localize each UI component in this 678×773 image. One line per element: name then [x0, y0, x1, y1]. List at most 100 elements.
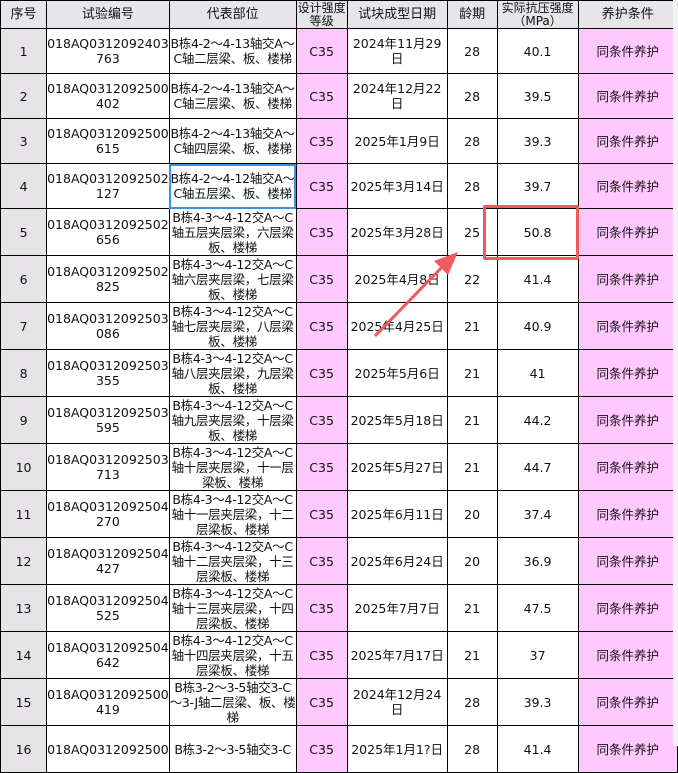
- cell-strength[interactable]: 44.2: [496, 396, 579, 444]
- cell-test-id[interactable]: 018AQ0312092502 127: [46, 163, 170, 209]
- cell-age[interactable]: 21: [446, 349, 498, 397]
- cell-design-grade[interactable]: C35: [295, 163, 348, 209]
- cell-row-number[interactable]: 13: [0, 584, 48, 632]
- cell-curing-condition[interactable]: 同条件养护: [577, 302, 678, 350]
- cell-age[interactable]: 28: [446, 73, 498, 119]
- cell-test-id[interactable]: 018AQ0312092502 656: [46, 208, 170, 256]
- cell-location[interactable]: B栋4-3～4-12交A～C轴九层夹层梁，十层梁板、楼梯: [168, 396, 297, 444]
- cell-location[interactable]: B栋4-3～4-12交A～C轴十三层夹层梁，十四层梁板、楼梯: [168, 584, 297, 632]
- cell-design-grade[interactable]: C35: [295, 396, 348, 444]
- cell-cast-date[interactable]: 2025年7月17日: [346, 631, 448, 679]
- cell-age[interactable]: 21: [446, 584, 498, 632]
- cell-curing-condition[interactable]: 同条件养护: [577, 73, 678, 119]
- cell-cast-date[interactable]: 2025年5月6日: [346, 349, 448, 397]
- cell-location[interactable]: B栋4-3～4-12交A～C轴十二层夹层梁，十三层梁板、楼梯: [168, 537, 297, 585]
- cell-test-id[interactable]: 018AQ0312092500 419: [46, 678, 170, 726]
- cell-row-number[interactable]: 3: [0, 118, 48, 164]
- cell-curing-condition[interactable]: 同条件养护: [577, 208, 678, 256]
- cell-design-grade[interactable]: C35: [295, 678, 348, 726]
- cell-design-grade[interactable]: C35: [295, 118, 348, 164]
- cell-curing-condition[interactable]: 同条件养护: [577, 584, 678, 632]
- cell-test-id[interactable]: 018AQ0312092500 402: [46, 73, 170, 119]
- cell-curing-condition[interactable]: 同条件养护: [577, 118, 678, 164]
- header-strength[interactable]: 实际抗压强度（MPa）: [496, 0, 579, 29]
- cell-cast-date[interactable]: 2024年12月24日: [346, 678, 448, 726]
- cell-curing-condition[interactable]: 同条件养护: [577, 537, 678, 585]
- cell-age[interactable]: 20: [446, 537, 498, 585]
- cell-design-grade[interactable]: C35: [295, 631, 348, 679]
- cell-test-id[interactable]: 018AQ0312092503 713: [46, 443, 170, 491]
- cell-strength[interactable]: 39.5: [496, 73, 579, 119]
- header-no[interactable]: 序号: [0, 0, 48, 29]
- cell-row-number[interactable]: 10: [0, 443, 48, 491]
- cell-location[interactable]: B栋4-3～4-12交A～C轴八层夹层梁，九层梁板、楼梯: [168, 349, 297, 397]
- cell-row-number[interactable]: 12: [0, 537, 48, 585]
- cell-location[interactable]: B栋4-3～4-12交A～C轴五层夹层梁，六层梁板、楼梯: [168, 208, 297, 256]
- cell-strength[interactable]: 37.4: [496, 490, 579, 538]
- cell-row-number[interactable]: 8: [0, 349, 48, 397]
- header-design-grade[interactable]: 设计强度等级: [295, 0, 348, 29]
- cell-strength[interactable]: 47.5: [496, 584, 579, 632]
- cell-cast-date[interactable]: 2025年5月27日: [346, 443, 448, 491]
- cell-design-grade[interactable]: C35: [295, 28, 348, 74]
- cell-cast-date[interactable]: 2025年5月18日: [346, 396, 448, 444]
- cell-strength[interactable]: 36.9: [496, 537, 579, 585]
- cell-row-number[interactable]: 9: [0, 396, 48, 444]
- cell-age[interactable]: 21: [446, 396, 498, 444]
- cell-curing-condition[interactable]: 同条件养护: [577, 678, 678, 726]
- cell-cast-date[interactable]: 2025年4月25日: [346, 302, 448, 350]
- cell-row-number[interactable]: 7: [0, 302, 48, 350]
- cell-row-number[interactable]: 1: [0, 28, 48, 74]
- cell-strength[interactable]: 44.7: [496, 443, 579, 491]
- cell-design-grade[interactable]: C35: [295, 537, 348, 585]
- cell-cast-date[interactable]: 2025年3月28日: [346, 208, 448, 256]
- cell-age[interactable]: 28: [446, 678, 498, 726]
- cell-age[interactable]: 28: [446, 118, 498, 164]
- cell-curing-condition[interactable]: 同条件养护: [577, 631, 678, 679]
- cell-design-grade[interactable]: C35: [295, 443, 348, 491]
- cell-location[interactable]: B栋4-3～4-12交A～C轴十层夹层梁，十一层梁板、楼梯: [168, 443, 297, 491]
- cell-age[interactable]: 21: [446, 302, 498, 350]
- cell-cast-date[interactable]: 2025年6月24日: [346, 537, 448, 585]
- cell-design-grade[interactable]: C35: [295, 302, 348, 350]
- cell-design-grade[interactable]: C35: [295, 208, 348, 256]
- cell-curing-condition[interactable]: 同条件养护: [577, 396, 678, 444]
- cell-curing-condition[interactable]: 同条件养护: [577, 163, 678, 209]
- cell-age[interactable]: 25: [446, 208, 498, 256]
- header-test-id[interactable]: 试验编号: [46, 0, 170, 29]
- cell-location[interactable]: B栋4-2～4-13轴交A～C轴二层梁、板、楼梯: [168, 28, 297, 74]
- cell-row-number[interactable]: 15: [0, 678, 48, 726]
- cell-strength[interactable]: 37: [496, 631, 579, 679]
- cell-curing-condition[interactable]: 同条件养护: [577, 28, 678, 74]
- cell-design-grade[interactable]: C35: [295, 255, 348, 303]
- cell-location[interactable]: B栋4-3～4-12交A～C轴十一层夹层梁，十二层梁板、楼梯: [168, 490, 297, 538]
- cell-test-id[interactable]: 018AQ0312092504 427: [46, 537, 170, 585]
- header-cast-date[interactable]: 试块成型日期: [346, 0, 448, 29]
- header-location[interactable]: 代表部位: [168, 0, 297, 29]
- cell-strength[interactable]: 41: [496, 349, 579, 397]
- cell-location[interactable]: B栋4-3～4-12交A～C轴十四层夹层梁，十五层梁板、楼梯: [168, 631, 297, 679]
- cell-strength[interactable]: 39.3: [496, 118, 579, 164]
- cell-cast-date[interactable]: 2025年7月7日: [346, 584, 448, 632]
- cell-test-id[interactable]: 018AQ0312092504 525: [46, 584, 170, 632]
- cell-test-id[interactable]: 018AQ0312092504 270: [46, 490, 170, 538]
- cell-curing-condition[interactable]: 同条件养护: [577, 443, 678, 491]
- cell-curing-condition[interactable]: 同条件养护: [577, 349, 678, 397]
- cell-age[interactable]: 28: [446, 163, 498, 209]
- cell-test-id[interactable]: 018AQ0312092502 825: [46, 255, 170, 303]
- cell-cast-date[interactable]: 2025年1月9日: [346, 118, 448, 164]
- cell-location[interactable]: B栋3-2～3-5轴交3-C～3-J轴二层梁、板、楼梯: [168, 678, 297, 726]
- cell-curing-condition[interactable]: 同条件养护: [577, 490, 678, 538]
- cell-strength[interactable]: 41.4: [496, 255, 579, 303]
- cell-age[interactable]: 21: [446, 631, 498, 679]
- cell-location[interactable]: B栋4-3～4-12交A～C轴七层夹层梁，八层梁板、楼梯: [168, 302, 297, 350]
- cell-design-grade[interactable]: C35: [295, 584, 348, 632]
- cell-strength[interactable]: 40.1: [496, 28, 579, 74]
- cell-design-grade[interactable]: C35: [295, 490, 348, 538]
- cell-strength[interactable]: 39.7: [496, 163, 579, 209]
- cell-row-number[interactable]: 2: [0, 73, 48, 119]
- cell-test-id[interactable]: 018AQ0312092503 595: [46, 396, 170, 444]
- cell-age[interactable]: 22: [446, 255, 498, 303]
- cell-row-number[interactable]: 6: [0, 255, 48, 303]
- cell-row-number[interactable]: 11: [0, 490, 48, 538]
